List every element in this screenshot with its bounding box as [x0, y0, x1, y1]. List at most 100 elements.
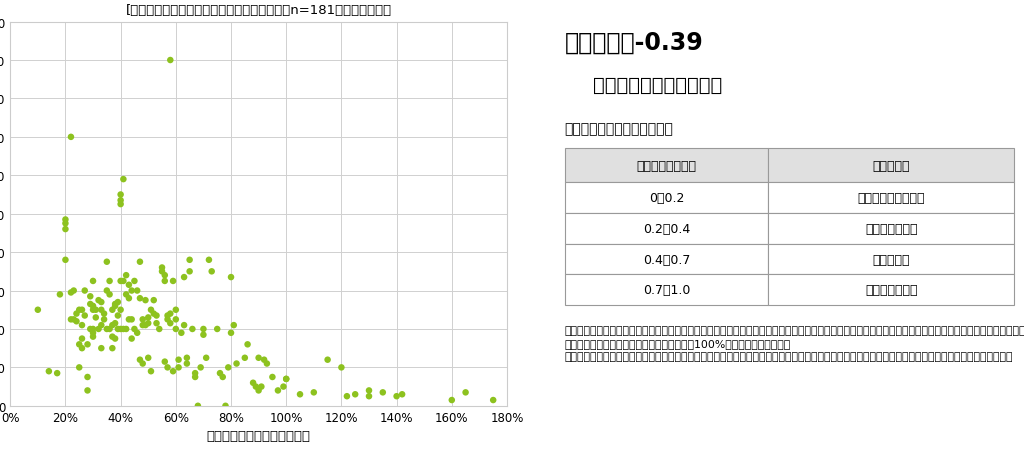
- Point: [74, 345, 90, 352]
- Point: [93, 345, 110, 352]
- Point: [106, 301, 123, 308]
- Point: [394, 391, 411, 398]
- Point: [104, 333, 121, 341]
- Point: [57, 257, 74, 264]
- Point: [124, 335, 140, 342]
- Bar: [768, 275, 1014, 305]
- Point: [275, 383, 292, 391]
- Bar: [768, 149, 1014, 183]
- Point: [126, 278, 142, 285]
- Point: [132, 295, 148, 302]
- Point: [118, 291, 134, 299]
- Point: [251, 354, 267, 362]
- Text: 0.4～0.7: 0.4～0.7: [643, 253, 690, 266]
- Point: [62, 316, 79, 323]
- Point: [98, 326, 115, 333]
- Point: [71, 341, 87, 348]
- Point: [154, 268, 170, 275]
- Point: [104, 307, 121, 314]
- Point: [170, 356, 186, 364]
- Point: [90, 297, 106, 304]
- Point: [142, 307, 159, 314]
- Point: [187, 370, 204, 377]
- Point: [104, 345, 121, 352]
- Point: [62, 289, 79, 296]
- Point: [251, 387, 267, 394]
- Point: [106, 335, 123, 342]
- Point: [140, 354, 157, 362]
- Point: [319, 356, 336, 364]
- Point: [82, 301, 98, 308]
- Point: [193, 364, 209, 371]
- Point: [98, 287, 115, 295]
- Text: 0.2～0.4: 0.2～0.4: [643, 222, 690, 235]
- Point: [148, 312, 165, 319]
- Point: [134, 316, 151, 323]
- Point: [360, 387, 377, 394]
- Point: [57, 226, 74, 233]
- Point: [181, 257, 198, 264]
- Point: [228, 360, 245, 367]
- Point: [157, 272, 173, 279]
- Text: 弱い相関がある: 弱い相関がある: [865, 222, 918, 235]
- Point: [79, 341, 95, 348]
- Point: [176, 274, 193, 281]
- Point: [134, 360, 151, 367]
- Point: [142, 368, 159, 375]
- Point: [485, 396, 502, 404]
- Point: [154, 264, 170, 272]
- Point: [110, 312, 126, 319]
- Text: 相関係数：-0.39: 相関係数：-0.39: [564, 30, 703, 54]
- Point: [113, 278, 129, 285]
- Point: [173, 329, 189, 336]
- Point: [170, 364, 186, 371]
- Bar: [564, 213, 768, 244]
- Point: [41, 368, 57, 375]
- Point: [189, 402, 206, 410]
- Point: [162, 320, 178, 327]
- Point: [443, 396, 460, 404]
- Point: [204, 268, 220, 275]
- Point: [121, 295, 137, 302]
- Point: [223, 329, 240, 336]
- Point: [201, 257, 217, 264]
- Point: [223, 274, 240, 281]
- Bar: [564, 244, 768, 275]
- Point: [162, 310, 178, 318]
- Text: （弱い負の相関がある）: （弱い負の相関がある）: [593, 76, 722, 95]
- Point: [248, 383, 264, 391]
- Point: [184, 326, 201, 333]
- Point: [79, 387, 95, 394]
- Point: [347, 391, 364, 398]
- Point: [305, 389, 322, 396]
- Point: [160, 364, 176, 371]
- Text: ほとんど相関がない: ほとんど相関がない: [857, 192, 925, 205]
- Point: [145, 310, 162, 318]
- Point: [85, 326, 101, 333]
- Point: [85, 307, 101, 314]
- Point: [217, 402, 233, 410]
- Point: [115, 278, 131, 285]
- Point: [93, 322, 110, 329]
- Point: [292, 391, 308, 398]
- Point: [339, 393, 355, 400]
- Point: [360, 393, 377, 400]
- Point: [126, 326, 142, 333]
- Bar: [564, 149, 768, 183]
- Point: [113, 307, 129, 314]
- Point: [256, 356, 272, 364]
- Point: [101, 291, 118, 299]
- Point: [196, 331, 212, 339]
- Point: [458, 389, 474, 396]
- Point: [181, 268, 198, 275]
- Point: [145, 297, 162, 304]
- Point: [168, 316, 184, 323]
- Point: [388, 393, 404, 400]
- Point: [132, 258, 148, 266]
- Text: 0.7～1.0: 0.7～1.0: [643, 284, 690, 297]
- Point: [225, 322, 242, 329]
- Point: [82, 326, 98, 333]
- Title: [男性の育休等取得率と平均取得日数の関係（n=181）　（注１）］: [男性の育休等取得率と平均取得日数の関係（n=181） （注１）］: [126, 4, 391, 17]
- Text: （注１）男性の育休等取得率、平均取得日数を集計・計算可能な企業のうち、「前事業年度に配偶者が出産した男性労働者の数」「前事業年度に育児休業を終了し、復職した男性: （注１）男性の育休等取得率、平均取得日数を集計・計算可能な企業のうち、「前事業年…: [564, 325, 1024, 361]
- Point: [178, 360, 195, 367]
